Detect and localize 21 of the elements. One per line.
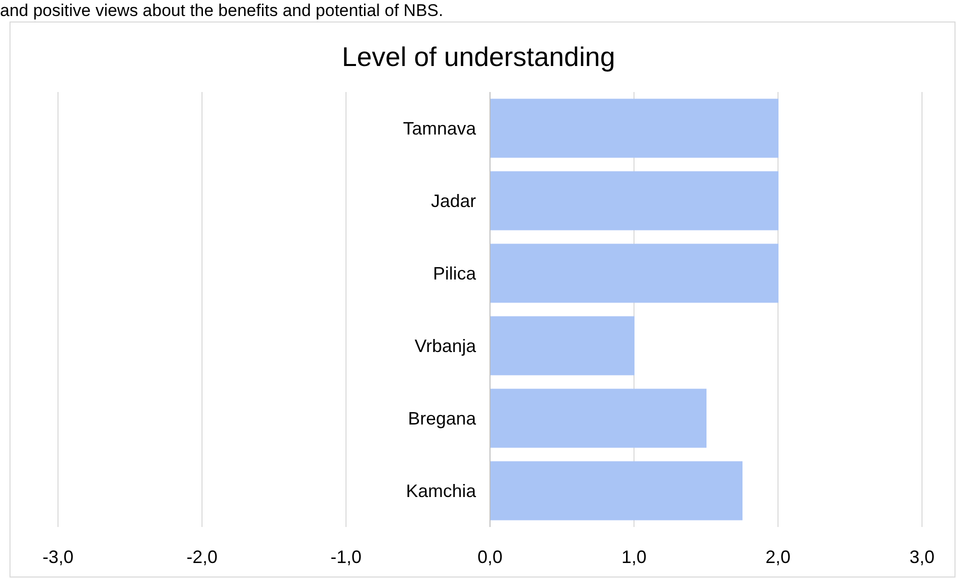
y-tick-label: Bregana <box>408 408 477 428</box>
text: and positive views about the benefits and potential of NBS. <box>0 1 444 20</box>
bar <box>490 244 778 303</box>
y-tick-label: Vrbanja <box>414 336 477 356</box>
x-tick-label: -1,0 <box>330 547 362 567</box>
chart-title: Level of understanding <box>342 42 616 72</box>
x-tick-label: 1,0 <box>621 547 647 567</box>
x-tick-label: 2,0 <box>765 547 791 567</box>
bar <box>490 316 634 376</box>
bar <box>490 171 778 230</box>
x-tick-label: -2,0 <box>186 547 218 567</box>
bar <box>490 461 742 520</box>
x-tick-label: 3,0 <box>909 547 935 567</box>
y-tick-label: Jadar <box>430 190 476 211</box>
x-tick-label: -3,0 <box>42 547 74 567</box>
y-tick-label: Tamnava <box>402 118 477 138</box>
x-tick-label: 0,0 <box>477 547 503 567</box>
bar <box>490 388 706 448</box>
y-tick-label: Pilica <box>432 263 477 284</box>
y-tick-label: Kamchia <box>406 480 477 501</box>
bar <box>490 98 778 158</box>
